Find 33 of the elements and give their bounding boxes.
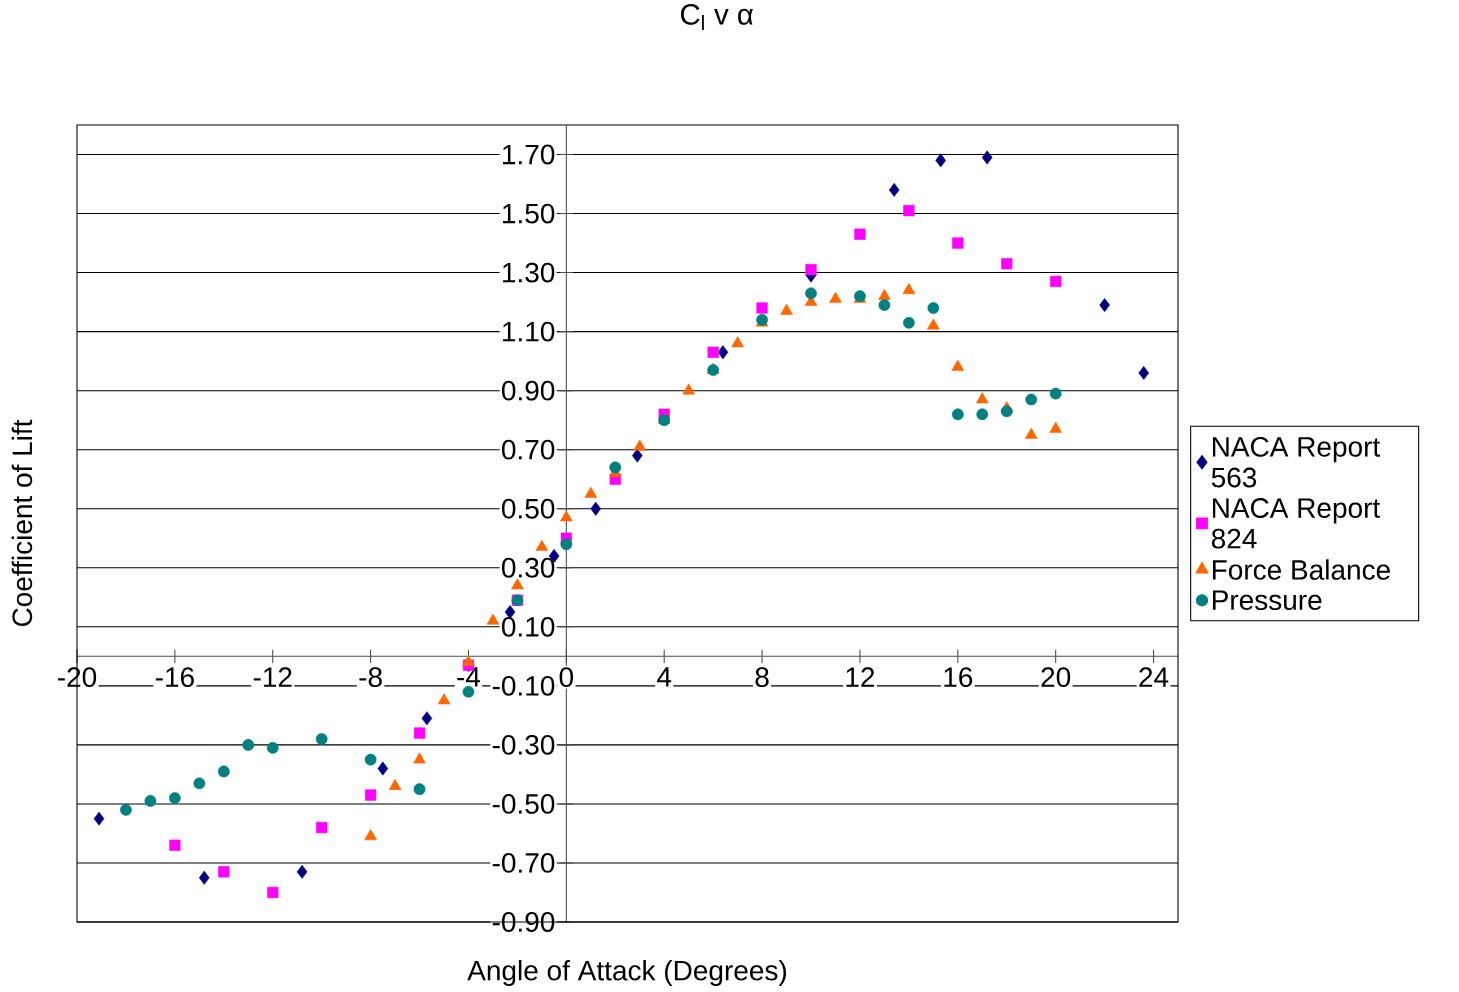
x-axis-title: Angle of Attack (Degrees): [467, 959, 787, 987]
x-tick-label: -12: [253, 667, 292, 687]
y-tick-label: -0.90: [492, 912, 555, 932]
x-tick-label: -4: [457, 667, 481, 687]
legend-label: Force Balance: [1212, 559, 1390, 580]
x-tick-label: 8: [755, 667, 769, 688]
y-tick-label: 0.50: [501, 498, 555, 519]
x-tick-label: 4: [657, 667, 672, 687]
y-tick-label: -0.10: [492, 675, 555, 696]
chart-title: C$_{l}$ v α: [681, 4, 753, 30]
y-tick-label: 0.30: [501, 557, 555, 578]
y-tick-label: 1.70: [503, 144, 555, 165]
x-tick-label: 24: [1139, 667, 1169, 687]
legend-label: NACA Report 563: [1211, 436, 1381, 488]
y-tick-label: 1.50: [503, 203, 555, 224]
x-tick-label: -20: [58, 667, 97, 688]
y-tick-label: 1.10: [503, 321, 555, 342]
y-tick-label: 1.30: [503, 262, 555, 283]
x-tick-label: 12: [846, 667, 875, 687]
y-tick-label: 0.70: [501, 439, 555, 460]
x-tick-label: -16: [155, 667, 194, 688]
x-tick-label: 20: [1041, 667, 1071, 688]
x-tick-label: 16: [944, 667, 973, 688]
y-tick-label: -0.30: [492, 734, 555, 755]
x-tick-label: -8: [359, 667, 382, 688]
x-tick-label: 0: [559, 667, 574, 688]
y-tick-label: -0.50: [492, 794, 555, 814]
y-tick-label: -0.70: [492, 853, 555, 873]
legend-label: Pressure: [1212, 590, 1322, 611]
y-axis-title: Coefficient of Lift: [11, 419, 33, 627]
legend-label: NACA Report 824: [1211, 498, 1381, 549]
y-tick-label: 0.90: [501, 380, 555, 401]
y-tick-label: 0.10: [501, 616, 555, 637]
